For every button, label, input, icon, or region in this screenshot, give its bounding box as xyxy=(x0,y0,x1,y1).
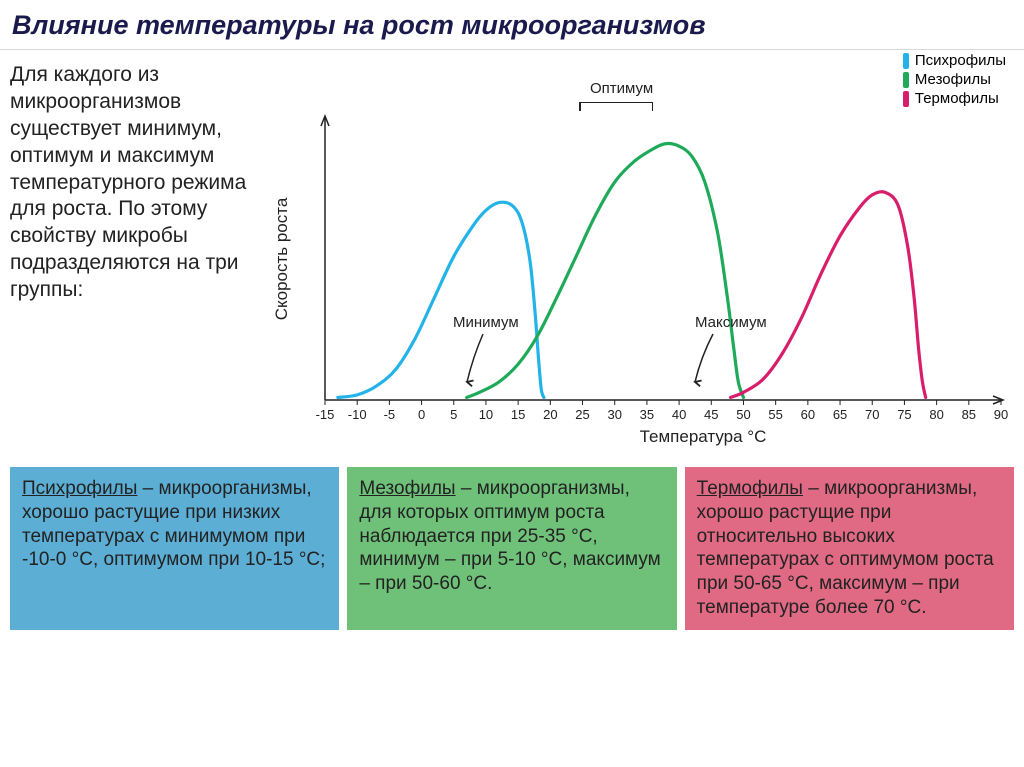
growth-chart: -15 -10 -5 0 5 10 15 20 25 30 35 40 45 50 55 60 65 70 75 80… xyxy=(261,56,1011,456)
legend-label: Психрофилы xyxy=(915,52,1006,69)
thermophiles-box: Термофилы – микроорганизмы, хорошо расту… xyxy=(685,467,1014,630)
svg-text:10: 10 xyxy=(479,407,493,422)
svg-text:Скорость роста: Скорость роста xyxy=(272,197,291,320)
svg-text:70: 70 xyxy=(865,407,879,422)
svg-text:50: 50 xyxy=(736,407,750,422)
svg-text:Температура °С: Температура °С xyxy=(640,427,767,446)
legend-item: Термофилы xyxy=(903,90,1006,107)
svg-text:55: 55 xyxy=(768,407,782,422)
description-boxes: Психрофилы – микроорганизмы, хорошо раст… xyxy=(0,467,1024,640)
svg-text:20: 20 xyxy=(543,407,557,422)
svg-text:25: 25 xyxy=(575,407,589,422)
legend-item: Психрофилы xyxy=(903,52,1006,69)
svg-text:-5: -5 xyxy=(384,407,396,422)
mesophiles-box: Мезофилы – микроорганизмы, для которых о… xyxy=(347,467,676,630)
annotation-optimum: Оптимум xyxy=(590,80,653,97)
arrow-icon xyxy=(463,332,493,392)
svg-text:65: 65 xyxy=(833,407,847,422)
svg-text:60: 60 xyxy=(801,407,815,422)
psychrophiles-box: Психрофилы – микроорганизмы, хорошо раст… xyxy=(10,467,339,630)
svg-text:75: 75 xyxy=(897,407,911,422)
svg-text:0: 0 xyxy=(418,407,425,422)
annotation-maximum: Максимум xyxy=(695,314,767,331)
bracket-icon xyxy=(579,102,653,110)
arrow-icon xyxy=(691,332,721,392)
svg-text:80: 80 xyxy=(929,407,943,422)
box-title: Психрофилы xyxy=(22,478,137,499)
svg-text:15: 15 xyxy=(511,407,525,422)
legend-marker xyxy=(903,91,909,107)
annotation-minimum: Минимум xyxy=(453,314,519,331)
svg-text:45: 45 xyxy=(704,407,718,422)
svg-text:35: 35 xyxy=(640,407,654,422)
legend: Психрофилы Мезофилы Термофилы xyxy=(903,52,1006,109)
legend-marker xyxy=(903,53,909,69)
svg-text:90: 90 xyxy=(994,407,1008,422)
svg-text:-10: -10 xyxy=(348,407,367,422)
svg-text:40: 40 xyxy=(672,407,686,422)
chart-area: Психрофилы Мезофилы Термофилы Оптимум -1… xyxy=(261,56,1014,461)
legend-label: Термофилы xyxy=(915,90,999,107)
box-title: Термофилы xyxy=(697,478,803,499)
page-title: Влияние температуры на рост микроорганиз… xyxy=(0,0,1024,50)
legend-label: Мезофилы xyxy=(915,71,991,88)
svg-text:85: 85 xyxy=(962,407,976,422)
svg-text:-15: -15 xyxy=(316,407,335,422)
box-title: Мезофилы xyxy=(359,478,455,499)
svg-text:5: 5 xyxy=(450,407,457,422)
svg-text:30: 30 xyxy=(607,407,621,422)
legend-marker xyxy=(903,72,909,88)
intro-text: Для каждого из микроорганизмов существуе… xyxy=(6,56,261,461)
legend-item: Мезофилы xyxy=(903,71,1006,88)
upper-section: Для каждого из микроорганизмов существуе… xyxy=(0,50,1024,467)
